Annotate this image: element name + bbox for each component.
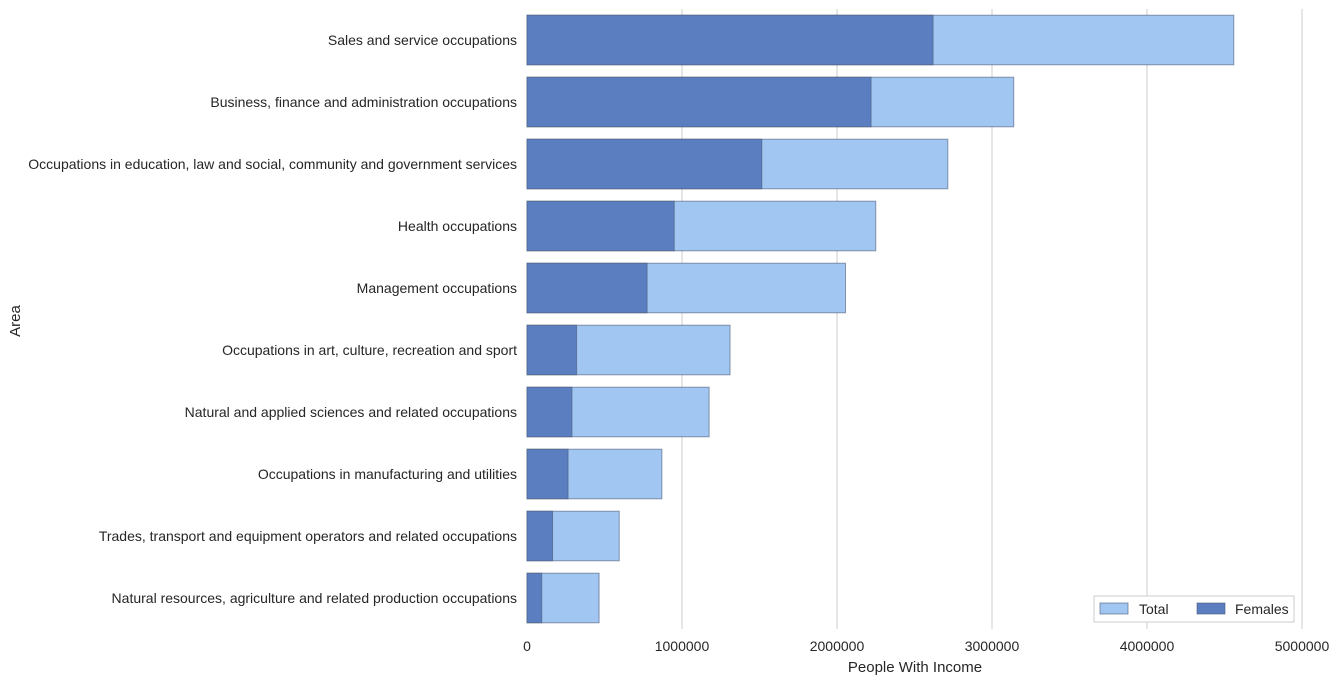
bar-females xyxy=(526,14,934,66)
bar-females xyxy=(526,138,763,190)
y-tick-label: Occupations in education, law and social… xyxy=(28,156,517,172)
y-tick-label: Management occupations xyxy=(357,280,517,296)
y-tick-label: Natural resources, agriculture and relat… xyxy=(112,590,517,606)
y-tick-label: Occupations in art, culture, recreation … xyxy=(222,342,517,358)
bar-females xyxy=(526,510,554,562)
x-tick-label: 4000000 xyxy=(1120,638,1175,654)
bar-females xyxy=(526,448,569,500)
legend-label-females: Females xyxy=(1235,601,1289,617)
bar-females xyxy=(526,76,872,128)
x-tick-label: 3000000 xyxy=(965,638,1020,654)
y-tick-label: Occupations in manufacturing and utiliti… xyxy=(258,466,517,482)
y-axis-title: Area xyxy=(7,305,24,337)
legend: Total Females xyxy=(1093,595,1295,623)
bar-females xyxy=(526,572,543,624)
bar-females xyxy=(526,200,675,252)
y-tick-label: Natural and applied sciences and related… xyxy=(185,404,517,420)
x-tick-label: 5000000 xyxy=(1275,638,1330,654)
x-axis-title: People With Income xyxy=(848,659,982,676)
x-tick-label: 1000000 xyxy=(655,638,710,654)
bar-females xyxy=(526,386,573,438)
y-tick-labels: Sales and service occupations Business, f… xyxy=(28,32,517,606)
legend-label-total: Total xyxy=(1139,601,1169,617)
x-tick-labels: 0 1000000 2000000 3000000 4000000 5000000 xyxy=(523,638,1329,654)
females-series xyxy=(526,14,934,624)
y-tick-label: Business, finance and administration occ… xyxy=(210,94,517,110)
y-tick-label: Sales and service occupations xyxy=(328,32,517,48)
legend-swatch-total xyxy=(1099,602,1129,615)
bar-females xyxy=(526,262,648,314)
x-tick-label: 0 xyxy=(523,638,531,654)
legend-swatch-females xyxy=(1196,602,1226,615)
y-tick-label: Health occupations xyxy=(398,218,517,234)
bar-females xyxy=(526,324,578,376)
y-tick-label: Trades, transport and equipment operator… xyxy=(99,528,517,544)
x-tick-label: 2000000 xyxy=(810,638,865,654)
